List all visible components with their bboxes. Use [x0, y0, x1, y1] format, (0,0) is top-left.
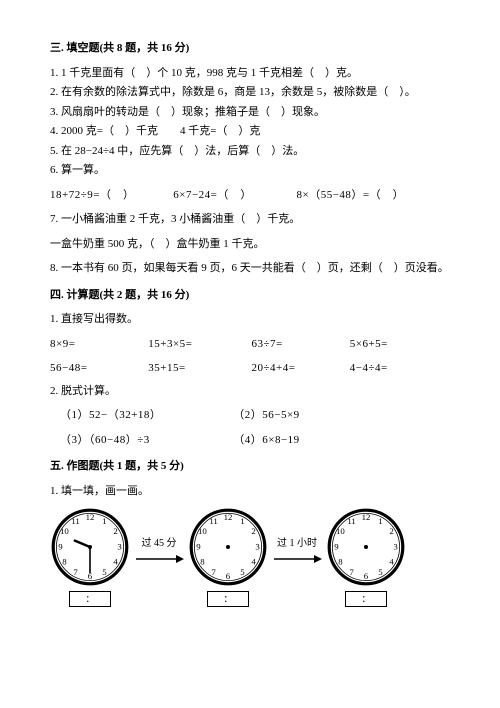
- svg-text:12: 12: [224, 512, 233, 522]
- clock-face-icon: 1212 345 678 91011: [50, 507, 130, 587]
- svg-text:4: 4: [389, 557, 394, 567]
- q3-7b: 一盒牛奶重 500 克，（ ）盒牛奶重 1 千克。: [50, 236, 450, 253]
- section-3-title: 三. 填空题(共 8 题，共 16 分): [50, 40, 450, 57]
- eq: 6×7−24=（ ）: [173, 187, 293, 204]
- eq: （4）6×8−19: [233, 432, 383, 449]
- clock-face-icon: 1212 345 678 91011: [326, 507, 406, 587]
- q3-2: 2. 在有余数的除法算式中，除数是 6，商是 13，余数是 5，被除数是（ ）。: [50, 84, 450, 101]
- svg-text:9: 9: [58, 541, 63, 551]
- svg-text:8: 8: [200, 557, 205, 567]
- svg-text:10: 10: [336, 526, 345, 536]
- arrow-right-icon: [134, 553, 184, 565]
- eq: 8×9=: [50, 336, 145, 353]
- svg-text:6: 6: [226, 571, 231, 581]
- eq: 4−4÷4=: [350, 360, 445, 377]
- eq: 63÷7=: [252, 336, 347, 353]
- time-box-1[interactable]: ：: [69, 591, 111, 607]
- q3-7a: 7. 一小桶酱油重 2 千克，3 小桶酱油重（ ）千克。: [50, 211, 450, 228]
- svg-text:6: 6: [364, 571, 369, 581]
- svg-text:3: 3: [117, 541, 122, 551]
- svg-text:11: 11: [209, 516, 217, 526]
- arrow-2: 过 1 小时: [272, 536, 322, 565]
- q3-6-equations: 18+72÷9=（ ） 6×7−24=（ ） 8×（55−48）=（ ）: [50, 187, 450, 204]
- svg-text:12: 12: [86, 512, 95, 522]
- eq: 35+15=: [148, 360, 248, 377]
- q3-3: 3. 风扇扇叶的转动是（ ）现象；推箱子是（ ）现象。: [50, 104, 450, 121]
- eq: （1）52−（32+18）: [60, 407, 230, 424]
- arrow-2-label: 过 1 小时: [277, 536, 317, 551]
- svg-text:7: 7: [349, 567, 354, 577]
- svg-text:5: 5: [378, 567, 383, 577]
- eq: （3）（60−48）÷3: [60, 432, 230, 449]
- q3-6: 6. 算一算。: [50, 162, 450, 179]
- time-box-3[interactable]: ：: [345, 591, 387, 607]
- svg-text:9: 9: [196, 541, 201, 551]
- svg-text:3: 3: [393, 541, 398, 551]
- svg-text:10: 10: [198, 526, 207, 536]
- svg-text:4: 4: [251, 557, 256, 567]
- calc-row-2: 56−48= 35+15= 20÷4+4= 4−4÷4=: [50, 360, 450, 377]
- q3-1: 1. 1 千克里面有（ ）个 10 克，998 克与 1 千克相差（ ）克。: [50, 65, 450, 82]
- svg-text:10: 10: [60, 526, 69, 536]
- section-4-title: 四. 计算题(共 2 题，共 16 分): [50, 287, 450, 304]
- calc-row-4: （3）（60−48）÷3 （4）6×8−19: [50, 432, 450, 449]
- clocks-row: 1212 345 678 91011 ： 过 45 分 1212 345 678: [50, 507, 450, 607]
- svg-text:7: 7: [211, 567, 216, 577]
- calc-row-1: 8×9= 15+3×5= 63÷7= 5×6+5=: [50, 336, 450, 353]
- svg-text:3: 3: [255, 541, 260, 551]
- clock-face-icon: 1212 345 678 91011: [188, 507, 268, 587]
- time-box-2[interactable]: ：: [207, 591, 249, 607]
- clock-3: 1212 345 678 91011 ：: [326, 507, 406, 607]
- eq: 18+72÷9=（ ）: [50, 187, 170, 204]
- q5-1: 1. 填一填，画一画。: [50, 483, 450, 500]
- q3-8: 8. 一本书有 60 页，如果每天看 9 页，6 天一共能看（ ）页，还剩（ ）…: [50, 260, 450, 277]
- calc-row-3: （1）52−（32+18） （2）56−5×9: [50, 407, 450, 424]
- eq: 20÷4+4=: [252, 360, 347, 377]
- svg-text:2: 2: [113, 526, 117, 536]
- eq: 15+3×5=: [148, 336, 248, 353]
- svg-text:8: 8: [338, 557, 343, 567]
- svg-text:11: 11: [71, 516, 79, 526]
- svg-text:11: 11: [347, 516, 355, 526]
- eq: 8×（55−48）=（ ）: [297, 187, 437, 204]
- eq: （2）56−5×9: [233, 407, 383, 424]
- svg-text:2: 2: [389, 526, 393, 536]
- eq: 5×6+5=: [350, 336, 445, 353]
- svg-text:1: 1: [102, 516, 106, 526]
- q3-4: 4. 2000 克=（ ）千克 4 千克=（ ）克: [50, 123, 450, 140]
- svg-text:2: 2: [251, 526, 255, 536]
- section-5-title: 五. 作图题(共 1 题，共 5 分): [50, 458, 450, 475]
- svg-text:4: 4: [113, 557, 118, 567]
- q3-5: 5. 在 28−24÷4 中，应先算（ ）法，后算（ ）法。: [50, 143, 450, 160]
- svg-text:5: 5: [102, 567, 107, 577]
- svg-text:5: 5: [240, 567, 245, 577]
- arrow-right-icon: [272, 553, 322, 565]
- q4-2: 2. 脱式计算。: [50, 383, 450, 400]
- q4-1: 1. 直接写出得数。: [50, 311, 450, 328]
- eq: 56−48=: [50, 360, 145, 377]
- svg-text:1: 1: [240, 516, 244, 526]
- arrow-1-label: 过 45 分: [142, 536, 177, 551]
- svg-text:7: 7: [73, 567, 78, 577]
- clock-1: 1212 345 678 91011 ：: [50, 507, 130, 607]
- clock-2: 1212 345 678 91011 ：: [188, 507, 268, 607]
- arrow-1: 过 45 分: [134, 536, 184, 565]
- svg-text:9: 9: [334, 541, 339, 551]
- svg-text:8: 8: [62, 557, 67, 567]
- svg-text:12: 12: [362, 512, 371, 522]
- svg-text:1: 1: [378, 516, 382, 526]
